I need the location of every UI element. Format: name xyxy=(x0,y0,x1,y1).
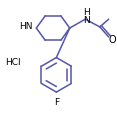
Text: F: F xyxy=(54,97,59,106)
Text: O: O xyxy=(109,35,116,45)
Text: HN: HN xyxy=(20,22,33,31)
Text: HCl: HCl xyxy=(5,58,21,66)
Text: H
N: H N xyxy=(83,8,90,25)
